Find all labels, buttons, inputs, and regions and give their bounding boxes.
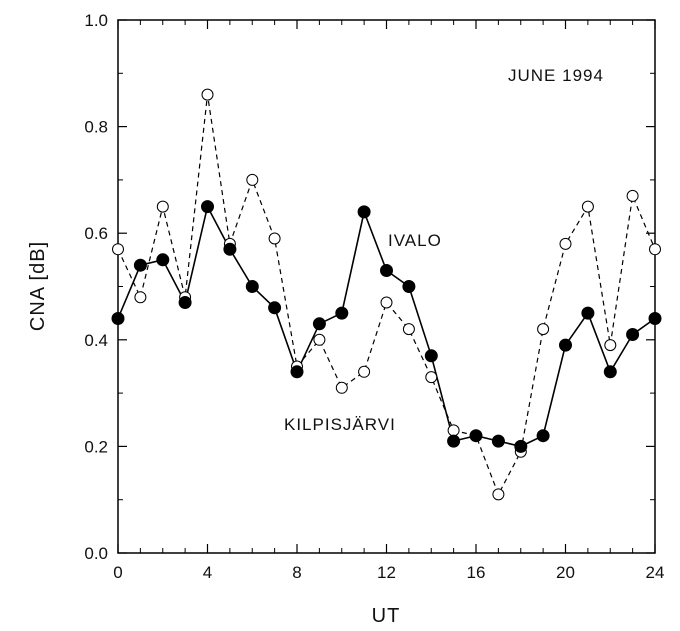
ivalo-point-4 (201, 200, 214, 214)
kilpisjarvi-point-19 (537, 323, 550, 336)
kilpisjarvi-point-20 (559, 237, 572, 250)
kilpisjarvi-point-6 (246, 173, 259, 186)
x-tick-label-3: 12 (377, 563, 396, 582)
ivalo-point-10 (335, 306, 349, 320)
y-tick-label-2: 0.4 (84, 331, 108, 350)
ivalo-point-12 (380, 264, 393, 277)
ivalo-point-15 (447, 434, 461, 448)
ivalo-point-6 (245, 280, 259, 293)
axis-tick-labels: 0 4 8 12 16 20 24 0.0 0.2 0.4 0.6 0.8 1.0 (84, 11, 664, 582)
kilpisjarvi-point-2 (156, 200, 169, 213)
x-tick-label-5: 20 (556, 563, 575, 582)
series-points (111, 88, 662, 501)
period-annotation: JUNE 1994 (508, 66, 604, 85)
ivalo-point-2 (156, 253, 170, 267)
kilpisjarvi-point-11 (358, 365, 371, 378)
x-tick-label-1: 4 (203, 563, 212, 582)
x-tick-label-0: 0 (113, 563, 122, 582)
y-tick-label-4: 0.8 (84, 118, 108, 137)
ivalo-point-11 (357, 205, 371, 219)
kilpisjarvi-point-10 (335, 381, 348, 394)
kilpisjarvi-point-17 (492, 488, 505, 501)
ivalo-point-9 (312, 317, 326, 331)
ivalo-point-20 (559, 338, 572, 352)
kilpisjarvi-point-13 (402, 323, 415, 336)
ivalo-point-17 (491, 434, 505, 448)
ivalo-point-16 (469, 429, 483, 443)
y-tick-label-5: 1.0 (84, 11, 108, 30)
x-tick-label-4: 16 (467, 563, 486, 582)
ivalo-point-13 (402, 280, 416, 293)
x-axis-title: UT (372, 605, 401, 627)
kilpisjarvi-point-23 (626, 189, 639, 202)
ivalo-point-22 (603, 365, 617, 379)
kilpisjarvi-point-4 (201, 88, 214, 101)
plot-frame (117, 19, 656, 554)
kilpisjarvi-line (117, 94, 656, 496)
y-axis-title: CNA [dB] (27, 241, 49, 331)
ivalo-point-7 (268, 301, 282, 315)
ivalo-point-23 (626, 328, 640, 341)
kilpisjarvi-point-12 (380, 296, 393, 309)
ivalo-point-5 (223, 242, 237, 256)
kilpisjarvi-point-24 (649, 243, 661, 256)
ivalo-point-24 (648, 312, 662, 325)
y-tick-label-3: 0.6 (84, 224, 108, 243)
axis-ticks (117, 19, 656, 554)
y-tick-label-1: 0.2 (84, 437, 108, 456)
ivalo-point-1 (133, 258, 147, 272)
kilpisjarvi-point-7 (268, 232, 281, 245)
ivalo-point-21 (581, 306, 595, 320)
ivalo-point-18 (514, 439, 528, 453)
ivalo-point-3 (178, 296, 192, 309)
ivalo-point-19 (536, 429, 550, 443)
kilpisjarvi-point-9 (313, 333, 326, 346)
kilpisjarvi-point-22 (604, 339, 617, 352)
ivalo-series-label: IVALO (388, 231, 442, 250)
kilpisjarvi-point-1 (134, 291, 147, 304)
kilpisjarvi-point-21 (581, 200, 594, 213)
kilpisjarvi-point-15 (447, 424, 460, 437)
kilpisjarvi-series-label: KILPISJÄRVI (284, 415, 396, 434)
series-lines (117, 94, 656, 496)
x-tick-label-6: 24 (646, 563, 665, 582)
ivalo-point-8 (290, 365, 304, 379)
kilpisjarvi-point-14 (425, 371, 438, 384)
ivalo-point-0 (111, 312, 125, 325)
y-tick-label-0: 0.0 (84, 544, 108, 563)
ivalo-point-14 (424, 349, 438, 363)
kilpisjarvi-point-0 (112, 243, 124, 256)
ivalo-line (117, 204, 656, 448)
x-tick-label-2: 8 (292, 563, 301, 582)
